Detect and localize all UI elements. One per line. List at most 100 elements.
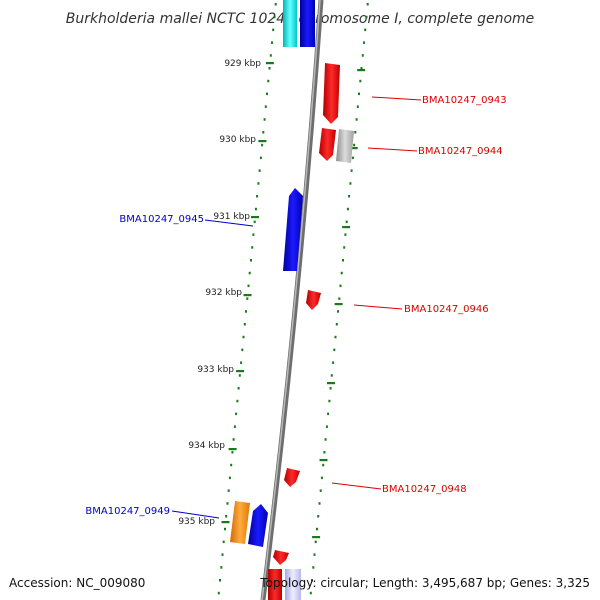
track-dot — [328, 399, 331, 403]
gene-gray-0944b[interactable] — [336, 129, 354, 163]
track-dot — [235, 412, 238, 416]
gene-bma10247-0949-orange[interactable] — [230, 501, 250, 544]
track-dot — [343, 246, 346, 249]
track-major-tick — [221, 521, 230, 524]
inner-dotted-track — [217, 3, 277, 595]
tick-label-932: 932 kbp — [205, 288, 242, 298]
leader-line-0945 — [204, 219, 254, 227]
track-dot — [220, 566, 223, 569]
chromosome-backbone — [260, 0, 324, 600]
track-dot — [232, 438, 235, 441]
gene-bma10247-0943[interactable] — [323, 63, 340, 124]
track-dot — [221, 553, 224, 556]
track-dot — [358, 92, 360, 96]
track-dot — [241, 348, 244, 352]
gene-label-0949[interactable]: BMA10247_0949 — [85, 506, 170, 517]
track-dot — [256, 195, 259, 198]
track-dot — [248, 271, 251, 275]
track-major-tick — [265, 62, 274, 65]
track-major-tick — [258, 140, 267, 143]
track-major-tick — [228, 448, 237, 451]
gene-label-0946[interactable]: BMA10247_0946 — [404, 304, 489, 315]
track-dot — [222, 540, 225, 544]
track-dot — [258, 169, 261, 172]
track-dot — [334, 335, 337, 339]
track-dot — [253, 220, 256, 224]
track-dot — [243, 323, 246, 326]
track-dot — [217, 591, 220, 595]
track-dot — [345, 220, 348, 224]
gene-label-0944[interactable]: BMA10247_0944 — [418, 146, 503, 157]
track-dot — [333, 348, 336, 352]
track-dot — [267, 79, 270, 83]
track-dot — [247, 284, 250, 288]
track-dot — [230, 463, 233, 467]
track-dot — [269, 54, 272, 57]
gene-label-0948[interactable]: BMA10247_0948 — [382, 484, 467, 495]
track-dot — [250, 259, 252, 262]
gene-label-0945[interactable]: BMA10247_0945 — [119, 214, 204, 225]
track-dot — [355, 118, 358, 121]
track-dot — [238, 374, 241, 377]
track-dot — [338, 297, 341, 300]
gene-bma10247-0944[interactable] — [319, 128, 336, 161]
gene-blue-top[interactable] — [300, 0, 315, 47]
track-dot — [274, 3, 277, 6]
track-dot — [309, 591, 312, 595]
track-major-tick — [349, 147, 358, 150]
gene-bottom-red-left[interactable] — [268, 569, 282, 600]
track-major-tick — [236, 370, 245, 373]
track-major-tick — [342, 226, 351, 229]
gene-bma10247-0949-blue[interactable] — [248, 504, 268, 547]
track-dot — [365, 15, 368, 19]
gene-bma10247-0948[interactable] — [284, 468, 300, 487]
track-dot — [233, 425, 236, 428]
leader-line-0946 — [353, 304, 403, 310]
track-dot — [322, 463, 325, 467]
tick-label-933: 933 kbp — [197, 365, 234, 375]
tick-label-931: 931 kbp — [213, 212, 250, 222]
track-dot — [320, 476, 323, 480]
tick-label-930: 930 kbp — [219, 135, 256, 145]
track-dot — [261, 143, 264, 147]
gene-label-0943[interactable]: BMA10247_0943 — [422, 95, 507, 106]
gene-bma10247-0946[interactable] — [306, 290, 321, 310]
track-dot — [219, 579, 221, 582]
tick-label-929: 929 kbp — [224, 59, 261, 69]
track-dot — [257, 182, 260, 185]
track-dot — [366, 3, 369, 6]
track-dot — [263, 118, 266, 121]
track-dot — [319, 489, 322, 492]
track-dot — [266, 92, 268, 96]
track-dot — [317, 515, 320, 518]
outer-dotted-track — [309, 3, 369, 595]
track-dot — [361, 54, 364, 57]
track-dot — [264, 105, 267, 108]
track-dot — [360, 67, 363, 70]
track-dot — [259, 156, 262, 160]
track-dot — [350, 169, 353, 172]
track-dot — [335, 323, 338, 326]
track-dot — [348, 195, 351, 198]
track-dot — [231, 451, 234, 454]
track-dot — [359, 79, 362, 83]
gene-bma10247-0945[interactable] — [283, 188, 303, 271]
track-dot — [313, 553, 316, 556]
track-dot — [353, 143, 356, 147]
track-dot — [240, 361, 243, 364]
track-dot — [332, 361, 335, 364]
track-dot — [337, 310, 339, 313]
track-dot — [324, 438, 327, 441]
tick-label-934: 934 kbp — [188, 441, 225, 451]
track-dot — [254, 207, 257, 211]
track-dot — [342, 259, 344, 262]
gene-red-small-bottom[interactable] — [273, 550, 289, 565]
track-dot — [364, 28, 367, 32]
track-dot — [329, 387, 332, 390]
track-dot — [318, 502, 321, 505]
chromosome-backbone-highlight — [261, 0, 321, 600]
gene-cyan-top[interactable] — [283, 0, 297, 47]
track-dot — [339, 284, 342, 288]
track-dot — [316, 527, 318, 531]
gene-bottom-lavender[interactable] — [285, 569, 301, 600]
